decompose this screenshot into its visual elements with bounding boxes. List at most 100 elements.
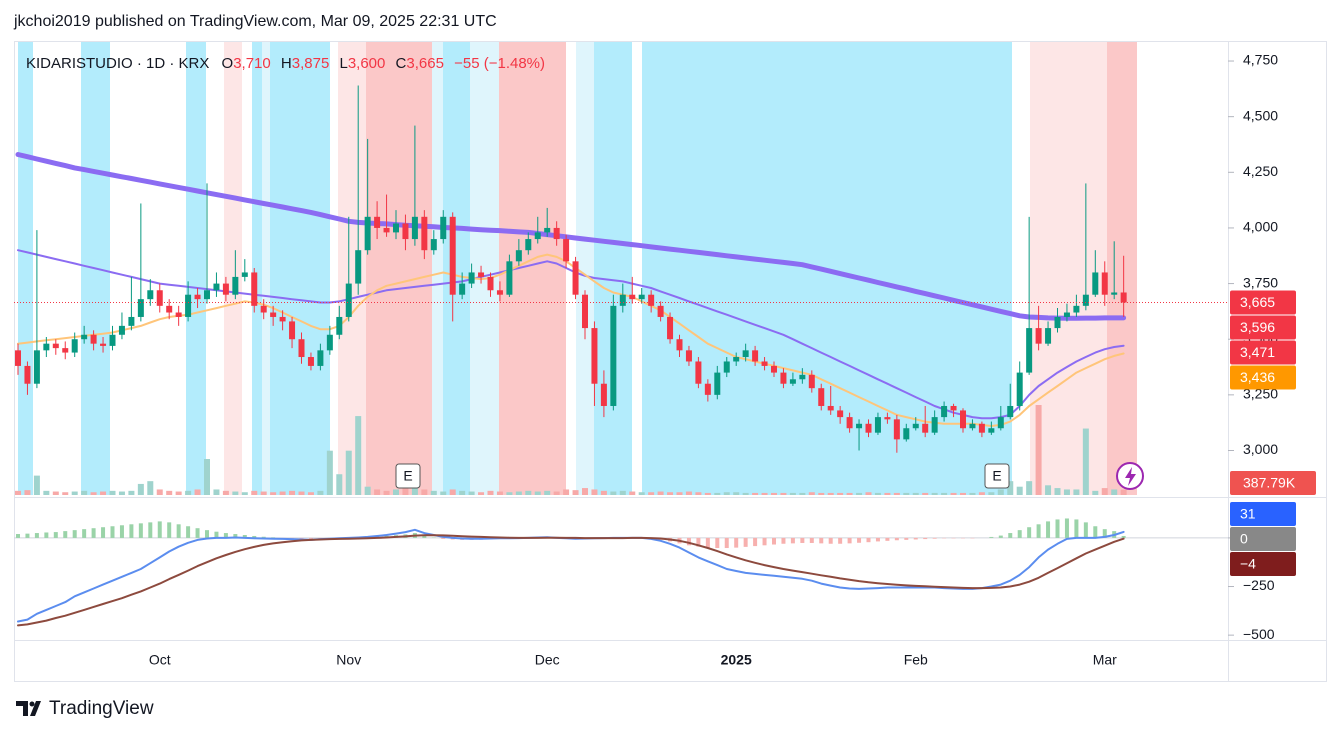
volume-bar [903,493,909,495]
candle-body [469,272,475,283]
volume-bar [195,489,201,495]
candle-body [166,306,172,313]
volume-bar [620,491,626,495]
candle-body [412,217,418,239]
volume-bar [544,491,550,495]
histogram-bar [923,538,927,539]
volume-bar [280,492,286,495]
candle-body [289,321,295,339]
volume-bar [308,492,314,495]
volume-bar [138,484,144,495]
volume-bar [705,493,711,495]
candle-body [195,295,201,299]
candle-body [53,344,59,348]
candle-body [147,290,153,299]
candle-body [1073,306,1079,313]
x-tick-label: Oct [149,652,171,668]
histogram-bar [1084,522,1088,538]
y-tick-label: −500 [1243,626,1275,642]
volume-bar [582,488,588,495]
volume-bar [648,492,654,495]
histogram-bar [158,521,162,538]
candle-body [932,417,938,433]
candle-body [488,277,494,290]
volume-bar [922,493,928,495]
candle-body [951,406,957,410]
change: −55 (−1.48%) [454,55,545,72]
histogram-bar [819,538,823,543]
ohlc-value: 3,600 [348,55,386,72]
volume-bar [809,492,815,495]
volume-bar [695,492,701,495]
price-label: 3,665 [1240,294,1275,310]
macd-line [18,530,1124,622]
histogram-bar [111,526,115,538]
price-label: 31 [1240,506,1256,522]
alert-icon[interactable] [1117,463,1143,489]
volume-bar [1121,490,1127,495]
band [18,42,33,495]
candle-body [988,428,994,432]
candle-body [705,384,711,395]
candle-body [818,388,824,406]
candle-body [1045,328,1051,344]
histogram-bar [129,524,133,538]
brand-logo-dot [30,702,35,707]
candle-body [72,339,78,352]
volume-bar [658,492,664,495]
volume-bar [469,492,475,495]
histogram-bar [16,534,20,538]
band [432,42,443,495]
candle-body [374,217,380,228]
candle-body [1036,328,1042,344]
volume-bar [412,488,418,495]
y-tick-label: 4,750 [1243,52,1278,68]
candle-body [223,284,229,295]
histogram-bar [706,538,710,548]
volume-bar [327,451,333,495]
candle-body [308,357,314,366]
volume-bar [1036,405,1042,495]
candle-body [809,375,815,388]
volume-bar [724,492,730,495]
histogram-bar [1122,536,1126,538]
volume-bar [799,493,805,495]
candle-body [431,239,437,250]
histogram-bar [1093,526,1097,538]
volume-bar [554,492,560,495]
volume-bar [856,493,862,495]
x-tick-label: Nov [336,652,361,668]
macd-line [18,535,1124,625]
band [470,42,499,495]
volume-bar [516,492,522,495]
histogram-bar [120,525,124,538]
candle-body [762,361,768,365]
histogram-bar [848,538,852,543]
candle-body [535,232,541,239]
volume-bar [261,492,267,495]
volume-bar [34,476,40,495]
candle-body [998,417,1004,428]
volume-bar [119,492,125,495]
candle-body [733,357,739,361]
candle-body [969,424,975,428]
volume-bar [932,493,938,495]
candle-body [1026,328,1032,373]
candle-body [242,272,248,276]
histogram-bar [772,538,776,545]
histogram-bar [35,533,39,538]
candle-body [1007,406,1013,417]
volume-bar [355,416,361,495]
candle-body [24,366,30,384]
histogram-bar [753,538,757,546]
band [366,42,432,495]
candle-body [771,366,777,373]
volume-bar [847,493,853,495]
x-tick-label: Feb [904,652,928,668]
candle-body [695,361,701,383]
candle-body [81,335,87,339]
candle-body [384,228,390,232]
histogram-bar [989,537,993,538]
histogram-bar [63,531,67,538]
